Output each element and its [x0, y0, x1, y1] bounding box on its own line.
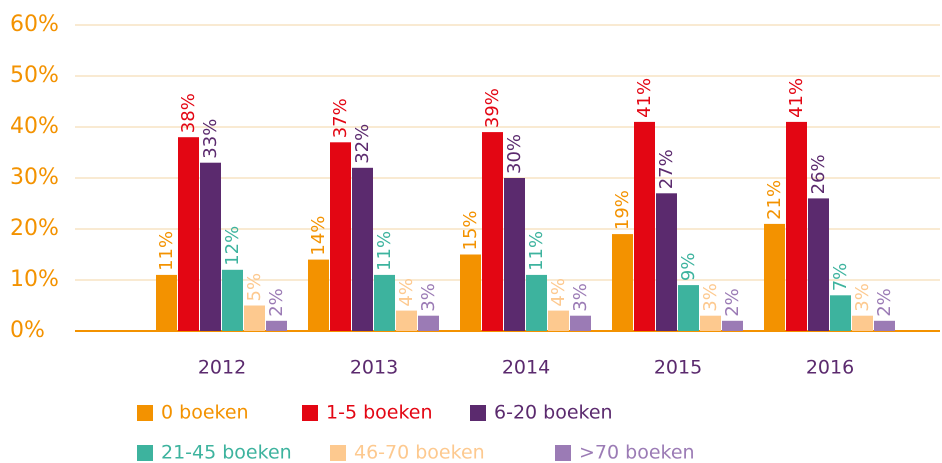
y-tick-label: 40% — [10, 114, 59, 139]
bar — [570, 315, 591, 331]
value-label: 11% — [374, 231, 395, 271]
bar — [504, 178, 525, 331]
bar — [352, 167, 373, 331]
legend-swatch — [330, 445, 346, 461]
bar — [526, 274, 547, 331]
bar — [656, 193, 677, 331]
value-label: 41% — [634, 78, 655, 118]
bar — [830, 295, 851, 331]
y-tick-label: 0% — [10, 318, 45, 343]
legend-swatch — [470, 405, 486, 421]
value-label: 4% — [396, 278, 417, 307]
value-label: 39% — [482, 88, 503, 128]
value-label: 2% — [722, 288, 743, 317]
legend-swatch — [137, 405, 153, 421]
bar — [808, 198, 829, 331]
bar — [330, 142, 351, 331]
bar — [266, 320, 287, 331]
value-label: 27% — [656, 149, 677, 189]
x-tick-label: 2014 — [502, 357, 550, 379]
value-label: 38% — [178, 93, 199, 133]
y-tick-label: 10% — [10, 267, 59, 292]
bar — [460, 254, 481, 331]
bar — [374, 274, 395, 331]
bar — [700, 315, 721, 331]
value-label: 19% — [612, 190, 633, 230]
bar — [786, 121, 807, 332]
value-label: 4% — [548, 278, 569, 307]
value-label: 12% — [222, 226, 243, 266]
bar — [308, 259, 329, 331]
value-label: 2% — [266, 288, 287, 317]
value-label: 3% — [700, 283, 721, 312]
value-label: 32% — [352, 124, 373, 164]
legend-label: 0 boeken — [161, 402, 249, 424]
legend-label: 6-20 boeken — [494, 402, 613, 424]
value-label: 21% — [764, 180, 785, 220]
bar — [678, 285, 699, 331]
value-label: 14% — [308, 216, 329, 256]
bar — [852, 315, 873, 331]
bar — [178, 137, 199, 331]
value-label: 3% — [852, 283, 873, 312]
legend-label: 1-5 boeken — [326, 402, 433, 424]
value-label: 41% — [786, 78, 807, 118]
value-label: 9% — [678, 253, 699, 282]
legend-swatch — [302, 405, 318, 421]
value-label: 30% — [504, 134, 525, 174]
value-label: 33% — [200, 119, 221, 159]
bar — [874, 320, 895, 331]
y-tick-label: 50% — [10, 63, 59, 88]
y-tick-label: 60% — [10, 12, 59, 37]
bar — [764, 223, 785, 331]
value-label: 15% — [460, 210, 481, 250]
y-tick-label: 30% — [10, 165, 59, 190]
value-label: 2% — [874, 288, 895, 317]
legend-label: 46-70 boeken — [354, 442, 485, 463]
bar — [612, 234, 633, 331]
bar — [200, 162, 221, 331]
value-label: 3% — [418, 283, 439, 312]
bar — [634, 121, 655, 332]
value-label: 11% — [156, 231, 177, 271]
bar — [156, 274, 177, 331]
x-tick-label: 2012 — [198, 357, 246, 379]
bar — [548, 310, 569, 331]
value-label: 37% — [330, 98, 351, 138]
x-tick-label: 2016 — [806, 357, 854, 379]
bar — [244, 305, 265, 331]
legend-swatch — [137, 445, 153, 461]
x-tick-label: 2015 — [654, 357, 702, 379]
legend-label: >70 boeken — [579, 442, 695, 463]
value-label: 3% — [570, 283, 591, 312]
bar — [722, 320, 743, 331]
value-label: 11% — [526, 231, 547, 271]
value-label: 26% — [808, 154, 829, 194]
bar — [482, 132, 503, 331]
legend-swatch — [555, 445, 571, 461]
legend-label: 21-45 boeken — [161, 442, 292, 463]
value-label: 5% — [244, 273, 265, 302]
value-label: 7% — [830, 263, 851, 292]
bar — [222, 269, 243, 331]
bar — [396, 310, 417, 331]
y-tick-label: 20% — [10, 216, 59, 241]
bar — [418, 315, 439, 331]
x-tick-label: 2013 — [350, 357, 398, 379]
